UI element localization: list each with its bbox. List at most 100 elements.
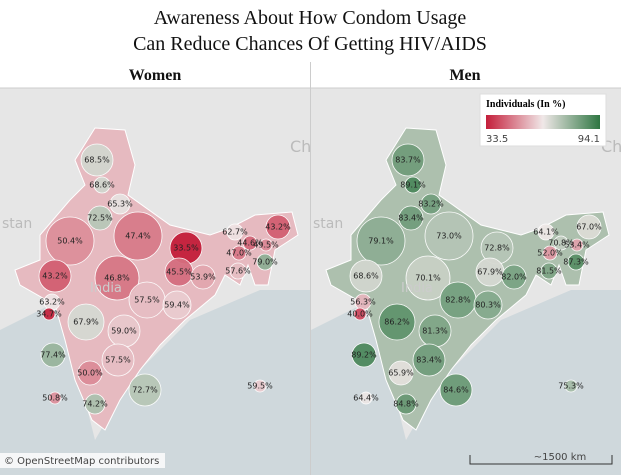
region — [253, 379, 267, 393]
region — [395, 393, 417, 415]
scale-label: ~1500 km — [534, 452, 587, 463]
region-value: 87.3% — [563, 258, 589, 267]
region — [190, 264, 216, 290]
region-value: 83.4% — [398, 214, 424, 223]
map-label: stan — [313, 216, 343, 232]
region-value: 64.1% — [533, 228, 559, 237]
region-value: 68.6% — [353, 272, 379, 281]
region-value: 77.4% — [40, 351, 66, 360]
region-value: 81.3% — [422, 327, 448, 336]
region-value: 50.8% — [42, 394, 68, 403]
region — [570, 238, 584, 252]
region-value: 34.7% — [36, 310, 62, 319]
map-label: stan — [2, 216, 32, 232]
region — [473, 290, 503, 320]
region-value: 81.5% — [536, 267, 562, 276]
region — [398, 205, 424, 231]
region-value: 89.2% — [351, 351, 377, 360]
region — [412, 343, 446, 377]
region-value: 83.7% — [395, 156, 421, 165]
region — [38, 259, 72, 293]
region-value: 57.6% — [225, 267, 251, 276]
region-value: 89.1% — [400, 181, 426, 190]
region-value: 67.9% — [73, 318, 99, 327]
region — [109, 193, 131, 215]
region-value: 53.9% — [190, 273, 216, 282]
region — [84, 393, 106, 415]
maps: 68.5% 68.6% 65.3% 72.5% 50.4% 47.4% 33.5% 62.7%… — [0, 62, 621, 475]
region-value: 57.5% — [134, 296, 160, 305]
region — [94, 255, 140, 301]
region-value: 44.6% — [237, 239, 263, 248]
region-value: 86.2% — [384, 318, 410, 327]
region-value: 43.2% — [265, 223, 291, 232]
region-value: 84.8% — [393, 400, 419, 409]
region — [351, 342, 377, 368]
region — [391, 143, 425, 177]
region — [87, 205, 113, 231]
region — [259, 238, 273, 252]
region-value: 53.4% — [564, 241, 590, 250]
region-value: 79.0% — [252, 258, 278, 267]
region — [229, 262, 247, 280]
region-value: 47.0% — [226, 249, 252, 258]
region — [162, 290, 192, 320]
region-value: 70.1% — [415, 274, 441, 283]
region-value: 74.2% — [82, 400, 108, 409]
legend-max: 94.1 — [578, 134, 600, 145]
region — [424, 211, 474, 261]
region — [93, 176, 111, 194]
region — [388, 360, 414, 386]
region — [128, 373, 162, 407]
region-value: 79.1% — [368, 237, 394, 246]
region — [439, 373, 473, 407]
region — [101, 343, 135, 377]
region — [80, 143, 114, 177]
region — [356, 216, 406, 266]
scale-bar — [469, 455, 613, 465]
region-value: 72.5% — [87, 214, 113, 223]
region-value: 80.3% — [475, 301, 501, 310]
region-value: 75.3% — [558, 382, 584, 391]
region — [359, 391, 373, 405]
region — [256, 253, 274, 271]
region — [537, 223, 555, 241]
region — [420, 193, 442, 215]
region-value: 56.3% — [350, 298, 376, 307]
region — [67, 303, 105, 341]
region-value: 50.0% — [77, 369, 103, 378]
region — [265, 214, 291, 240]
region-value: 67.9% — [477, 268, 503, 277]
region — [567, 253, 585, 271]
region — [540, 262, 558, 280]
region-value: 59.5% — [247, 382, 273, 391]
region — [45, 216, 95, 266]
region-value: 59.0% — [111, 327, 137, 336]
panel-title: Women — [129, 67, 182, 84]
region-value: 65.9% — [388, 369, 414, 378]
map-panel: 68.5% 68.6% 65.3% 72.5% 50.4% 47.4% 33.5% 62.7%… — [0, 88, 311, 475]
region-value: 49.5% — [253, 241, 279, 250]
region — [113, 211, 163, 261]
map-label: Ch — [290, 137, 311, 156]
region-value: 82.0% — [501, 273, 527, 282]
region — [77, 360, 103, 386]
country — [325, 127, 610, 431]
title-line: Awareness About How Condom Usage — [154, 7, 467, 29]
legend-title: Individuals (In %) — [486, 99, 565, 110]
country — [14, 127, 299, 431]
legend-min: 33.5 — [486, 134, 508, 145]
region — [242, 235, 258, 251]
region — [353, 307, 367, 321]
region-value: 46.8% — [104, 274, 130, 283]
region — [48, 391, 62, 405]
region-value: 45.5% — [166, 268, 192, 277]
region — [553, 235, 569, 251]
region — [349, 259, 383, 293]
region-value: 62.7% — [222, 228, 248, 237]
region-value: 52.0% — [537, 249, 563, 258]
region-value: 65.3% — [107, 200, 133, 209]
title-line: Can Reduce Chances Of Getting HIV/AIDS — [133, 33, 487, 55]
region-value: 64.4% — [353, 394, 379, 403]
